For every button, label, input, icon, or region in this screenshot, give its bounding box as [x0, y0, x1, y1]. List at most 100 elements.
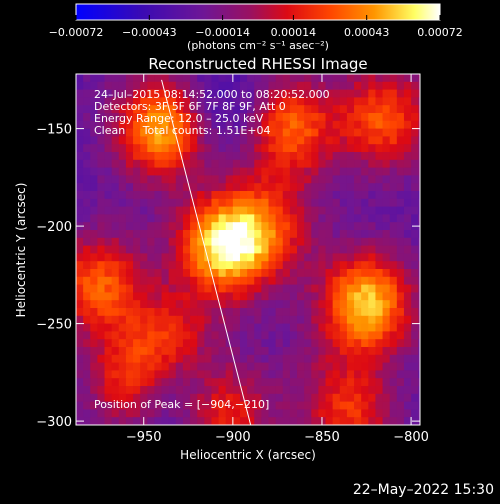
heatmap-cell — [282, 308, 291, 317]
heatmap-cell — [318, 323, 327, 332]
heatmap-cell — [225, 191, 234, 200]
heatmap-cell — [247, 81, 255, 91]
heatmap-cell — [76, 237, 84, 247]
heatmap-cell — [389, 128, 398, 137]
heatmap-cell — [118, 386, 127, 395]
heatmap-cell — [232, 120, 241, 130]
heatmap-cell — [182, 362, 191, 371]
heatmap-cell — [204, 113, 213, 122]
heatmap-cell — [396, 417, 405, 425]
heatmap-cell — [125, 159, 134, 169]
heatmap-cell — [204, 120, 213, 130]
heatmap-cell — [297, 323, 305, 332]
heatmap-cell — [175, 191, 184, 200]
heatmap-cell — [247, 230, 255, 239]
heatmap-cell — [97, 300, 106, 309]
heatmap-cell — [90, 183, 98, 192]
heatmap-cell — [282, 144, 291, 153]
heatmap-cell — [190, 206, 198, 215]
heatmap-cell — [133, 370, 141, 379]
heatmap-cell — [104, 175, 113, 184]
heatmap-cell — [354, 159, 362, 169]
heatmap-cell — [197, 144, 205, 153]
heatmap-cell — [261, 152, 270, 161]
heatmap-cell — [204, 105, 213, 114]
heatmap-cell — [247, 315, 255, 325]
heatmap-cell — [254, 175, 262, 184]
heatmap-cell — [76, 370, 84, 379]
heatmap-cell — [133, 393, 141, 403]
heatmap-cell — [403, 222, 412, 231]
heatmap-cell — [225, 284, 234, 293]
heatmap-cell — [190, 105, 198, 114]
heatmap-cell — [332, 113, 341, 122]
heatmap-cell — [111, 417, 120, 425]
heatmap-cell — [389, 253, 398, 262]
heatmap-cell — [90, 198, 98, 208]
heatmap-cell — [332, 136, 341, 145]
heatmap-cell — [125, 347, 134, 356]
heatmap-cell — [125, 276, 134, 286]
heatmap-cell — [389, 315, 398, 325]
heatmap-cell — [104, 81, 113, 91]
heatmap-cell — [297, 284, 305, 293]
heatmap-cell — [218, 401, 227, 410]
heatmap-cell — [118, 120, 127, 130]
heatmap-cell — [111, 128, 120, 137]
heatmap-cell — [332, 378, 341, 387]
heatmap-cell — [254, 261, 262, 270]
heatmap-cell — [90, 253, 98, 262]
heatmap-cell — [361, 152, 369, 161]
heatmap-cell — [346, 315, 355, 325]
heatmap-cell — [83, 81, 91, 91]
heatmap-cell — [97, 347, 106, 356]
heatmap-cell — [354, 253, 362, 262]
heatmap-cell — [325, 370, 334, 379]
heatmap-cell — [403, 159, 412, 169]
heatmap-cell — [304, 105, 312, 114]
heatmap-cell — [133, 81, 141, 91]
heatmap-cell — [403, 136, 412, 145]
heatmap-cell — [83, 292, 91, 301]
heatmap-cell — [182, 136, 191, 145]
heatmap-cell — [225, 347, 234, 356]
heatmap-cell — [161, 323, 170, 332]
heatmap-cell — [389, 198, 398, 208]
heatmap-cell — [104, 261, 113, 270]
heatmap-cell — [190, 136, 198, 145]
heatmap-cell — [225, 167, 234, 176]
heatmap-cell — [133, 144, 141, 153]
heatmap-cell — [275, 284, 284, 293]
heatmap-cell — [318, 245, 327, 254]
heatmap-cell — [218, 417, 227, 425]
heatmap-cell — [125, 393, 134, 403]
heatmap-cell — [168, 183, 177, 192]
heatmap-cell — [83, 339, 91, 348]
heatmap-cell — [168, 323, 177, 332]
heatmap-cell — [396, 198, 405, 208]
heatmap-cell — [275, 261, 284, 270]
heatmap-cell — [104, 339, 113, 348]
heatmap-cell — [339, 323, 348, 332]
heatmap-cell — [375, 261, 384, 270]
solar-limb-line — [161, 79, 252, 425]
heatmap-cell — [325, 253, 334, 262]
heatmap-cell — [239, 198, 248, 208]
heatmap-cell — [83, 269, 91, 278]
heatmap-cell — [403, 401, 412, 410]
heatmap-cell — [368, 370, 377, 379]
heatmap-cell — [282, 269, 291, 278]
heatmap-cell — [311, 378, 319, 387]
heatmap-cell — [111, 401, 120, 410]
heatmap-cell — [275, 97, 284, 106]
heatmap-cell — [346, 354, 355, 364]
heatmap-cell — [304, 113, 312, 122]
heatmap-cell — [204, 284, 213, 293]
heatmap-cell — [232, 237, 241, 247]
heatmap-cell — [261, 378, 270, 387]
heatmap-cell — [154, 152, 163, 161]
heatmap-cell — [354, 347, 362, 356]
heatmap-cell — [247, 89, 255, 98]
heatmap-cell — [354, 128, 362, 137]
heatmap-cell — [83, 315, 91, 325]
